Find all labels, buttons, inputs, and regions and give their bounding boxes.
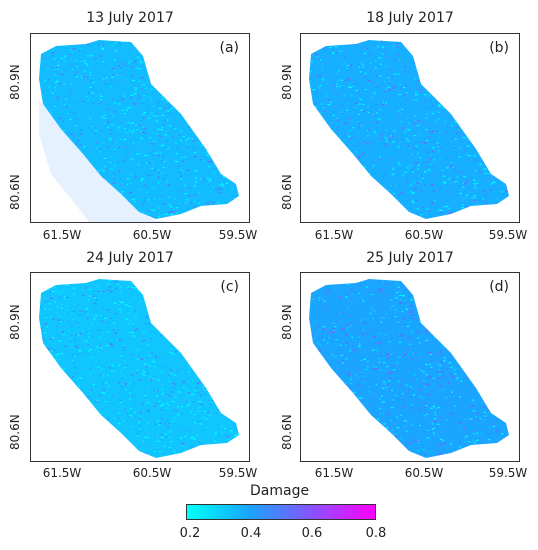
panel-label: (c)	[220, 279, 239, 295]
colorbar-tick-label: 0.6	[301, 526, 323, 541]
glacier-region	[309, 279, 509, 458]
damage-map: (d)	[300, 272, 520, 462]
panel-title: 24 July 2017	[86, 250, 174, 266]
damage-map: (c)	[30, 272, 250, 462]
damage-map-canvas	[309, 40, 509, 219]
damage-map: (a)	[30, 33, 250, 223]
x-tick-label: 60.5W	[404, 466, 444, 480]
x-tick-label: 59.5W	[488, 228, 528, 242]
colorbar-title: Damage	[250, 483, 310, 499]
x-tick-label: 61.5W	[42, 228, 82, 242]
x-tick-label: 59.5W	[488, 466, 528, 480]
y-tick-label: 80.9N	[8, 64, 22, 100]
damage-map-canvas	[39, 40, 239, 222]
y-tick-label: 80.6N	[280, 414, 294, 450]
x-tick-label: 61.5W	[314, 228, 354, 242]
x-tick-label: 60.5W	[404, 228, 444, 242]
colorbar-tick-label: 0.2	[179, 526, 201, 541]
data-spill-region	[39, 99, 169, 222]
panel-label: (a)	[219, 40, 239, 56]
x-tick-label: 61.5W	[42, 466, 82, 480]
y-tick-label: 80.9N	[280, 64, 294, 100]
x-tick-label: 60.5W	[132, 466, 172, 480]
x-tick-label: 60.5W	[132, 228, 172, 242]
x-tick-label: 59.5W	[218, 228, 258, 242]
y-tick-label: 80.6N	[8, 174, 22, 210]
x-tick-label: 59.5W	[218, 466, 258, 480]
y-tick-label: 80.9N	[280, 304, 294, 340]
damage-map: (b)	[300, 33, 520, 223]
colorbar	[186, 504, 376, 520]
glacier-region	[39, 40, 239, 219]
panel-title: 13 July 2017	[86, 10, 174, 26]
y-tick-label: 80.6N	[280, 174, 294, 210]
colorbar-tick-label: 0.4	[240, 526, 262, 541]
damage-map-canvas	[309, 279, 509, 458]
colorbar-tick-label: 0.8	[365, 526, 387, 541]
y-tick-label: 80.6N	[8, 414, 22, 450]
panel-title: 25 July 2017	[366, 250, 454, 266]
glacier-region	[39, 279, 239, 458]
x-tick-label: 61.5W	[314, 466, 354, 480]
damage-map-canvas	[39, 279, 239, 458]
panel-label: (d)	[489, 279, 509, 295]
y-tick-label: 80.9N	[8, 304, 22, 340]
panel-title: 18 July 2017	[366, 10, 454, 26]
panel-label: (b)	[489, 40, 509, 56]
